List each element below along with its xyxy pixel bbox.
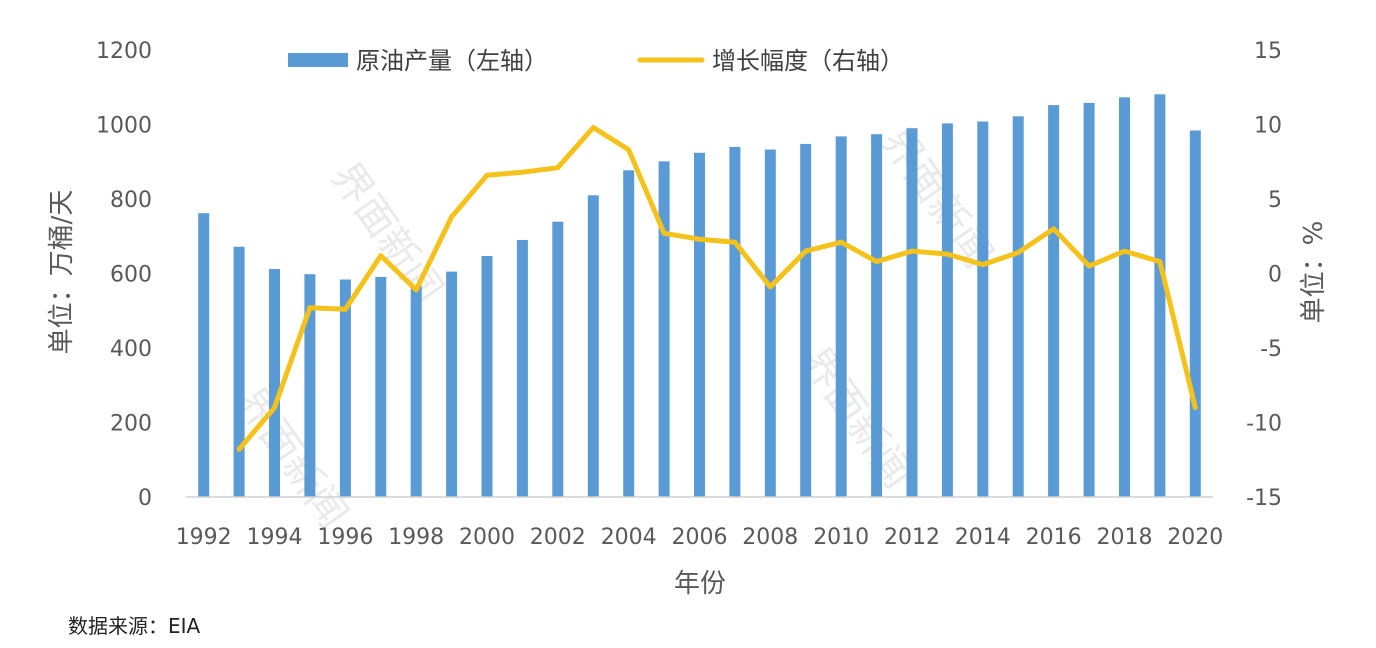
- bar-series: [198, 94, 1201, 498]
- bar-2009: [800, 143, 812, 497]
- x-tick-1998: 1998: [388, 525, 444, 550]
- x-tick-1994: 1994: [247, 525, 303, 550]
- left-tick-1000: 1000: [96, 114, 152, 139]
- right-tick-15: 15: [1254, 39, 1282, 64]
- left-tick-800: 800: [110, 188, 152, 213]
- right-tick--15: -15: [1246, 486, 1282, 511]
- left-tick-1200: 1200: [96, 39, 152, 64]
- bar-2019: [1154, 94, 1166, 498]
- bar-2002: [552, 221, 564, 497]
- bar-2020: [1189, 130, 1201, 497]
- bar-1996: [339, 279, 351, 497]
- left-tick-200: 200: [110, 412, 152, 437]
- x-tick-2008: 2008: [742, 525, 798, 550]
- x-tick-2016: 2016: [1026, 525, 1082, 550]
- x-axis-ticks: 1992 1994 1996 1998 2000 2002 2004 2006 2008 2010…: [176, 525, 1224, 550]
- bar-2018: [1119, 97, 1130, 498]
- bar-1994: [269, 269, 280, 497]
- x-tick-2020: 2020: [1167, 525, 1223, 550]
- x-tick-2010: 2010: [813, 525, 869, 550]
- x-tick-1996: 1996: [317, 525, 373, 550]
- x-axis-title: 年份: [674, 569, 726, 599]
- right-tick-0: 0: [1268, 263, 1282, 288]
- bar-2000: [481, 256, 493, 497]
- x-tick-2004: 2004: [601, 525, 657, 550]
- left-axis-title: 单位：万桶/天: [47, 190, 77, 355]
- bar-2012: [906, 128, 918, 497]
- watermark-2: 界面新闻: [227, 379, 356, 536]
- right-tick-10: 10: [1254, 114, 1282, 139]
- x-tick-2006: 2006: [672, 525, 728, 550]
- bar-2007: [729, 146, 741, 497]
- right-tick--10: -10: [1246, 412, 1282, 437]
- bar-1995: [304, 274, 316, 497]
- x-tick-2012: 2012: [884, 525, 940, 550]
- bar-1998: [410, 286, 422, 497]
- bar-2006: [694, 152, 705, 498]
- bar-1997: [375, 276, 387, 497]
- legend: 原油产量（左轴） 增长幅度（右轴）: [288, 47, 904, 75]
- bar-2011: [871, 134, 883, 497]
- left-tick-400: 400: [110, 337, 152, 362]
- legend-line-label: 增长幅度（右轴）: [712, 47, 904, 75]
- left-tick-600: 600: [110, 263, 152, 288]
- legend-bar-swatch: [288, 53, 348, 67]
- watermark-3: 界面新闻: [792, 339, 921, 496]
- right-axis-ticks: -15 -10 -5 0 5 10 15: [1246, 39, 1282, 511]
- bar-2013: [941, 123, 953, 498]
- left-tick-0: 0: [138, 486, 152, 511]
- x-tick-2018: 2018: [1097, 525, 1153, 550]
- x-tick-2002: 2002: [530, 525, 586, 550]
- bar-2003: [587, 195, 599, 498]
- bar-2016: [1048, 105, 1060, 497]
- right-tick-5: 5: [1268, 188, 1282, 213]
- bar-2014: [977, 121, 989, 497]
- bar-1999: [446, 271, 458, 497]
- right-axis-title: 单位：%: [1299, 221, 1329, 324]
- right-tick--5: -5: [1260, 337, 1282, 362]
- x-tick-2000: 2000: [459, 525, 515, 550]
- bar-2008: [764, 149, 776, 497]
- legend-bar-label: 原油产量（左轴）: [356, 47, 548, 75]
- bar-2015: [1012, 116, 1024, 498]
- bar-2005: [658, 161, 670, 497]
- bar-1992: [198, 213, 210, 497]
- bar-2010: [835, 136, 847, 497]
- left-axis-ticks: 0 200 400 600 800 1000 1200: [96, 39, 152, 511]
- x-tick-2014: 2014: [955, 525, 1011, 550]
- bar-2004: [623, 170, 635, 498]
- x-tick-1992: 1992: [176, 525, 232, 550]
- bar-2001: [516, 240, 528, 497]
- bar-2017: [1083, 102, 1095, 498]
- growth-line: [236, 125, 1198, 452]
- source-note: 数据来源：EIA: [68, 614, 201, 638]
- bar-1993: [233, 246, 245, 497]
